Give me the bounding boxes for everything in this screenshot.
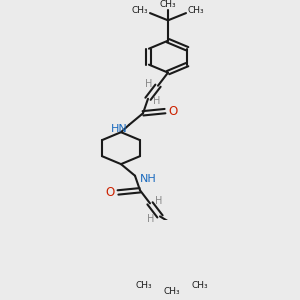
Text: H: H [153, 96, 161, 106]
Text: CH₃: CH₃ [188, 6, 204, 15]
Text: H: H [145, 79, 153, 88]
Text: NH: NH [140, 174, 156, 184]
Text: H: H [155, 196, 163, 206]
Text: H: H [147, 214, 155, 224]
Text: O: O [105, 186, 115, 199]
Text: O: O [168, 105, 178, 118]
Text: HN: HN [111, 124, 128, 134]
Text: CH₃: CH₃ [164, 287, 180, 296]
Text: CH₃: CH₃ [160, 0, 176, 9]
Text: CH₃: CH₃ [192, 281, 208, 290]
Text: CH₃: CH₃ [132, 6, 148, 15]
Text: CH₃: CH₃ [136, 281, 152, 290]
